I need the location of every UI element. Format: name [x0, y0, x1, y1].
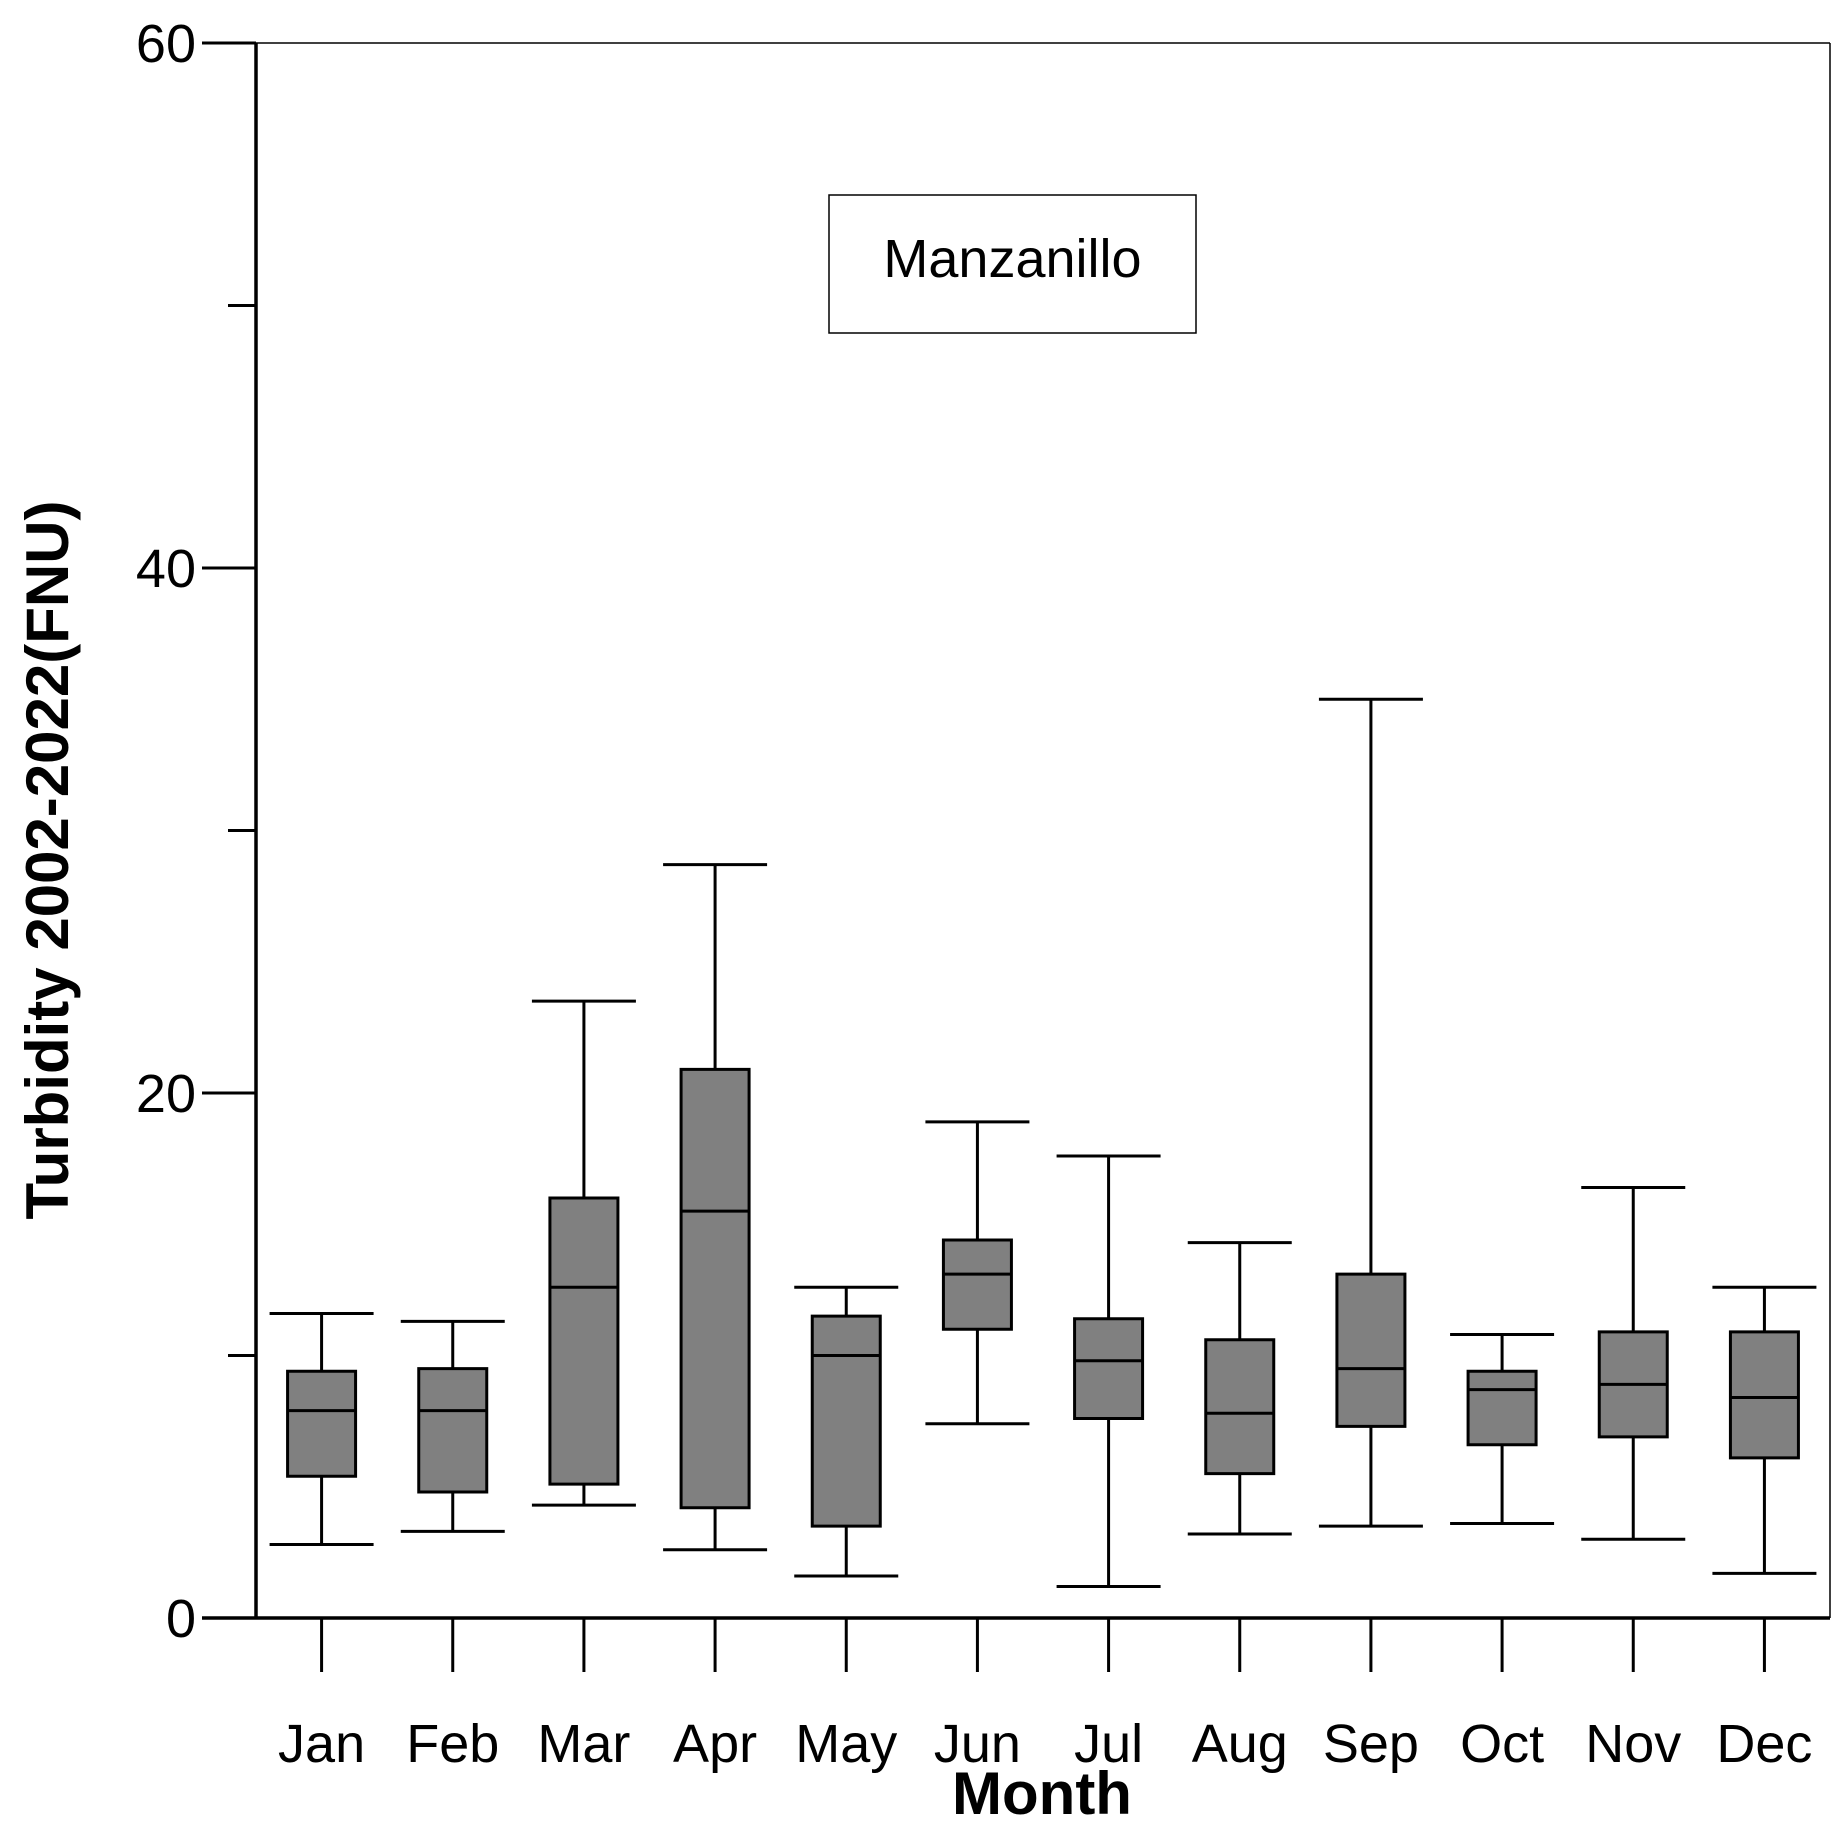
iqr-box: [548, 1196, 620, 1486]
box-aug: [1187, 1241, 1292, 1536]
box-dec: [1712, 1285, 1817, 1575]
y-tick-label: 0: [166, 1589, 196, 1649]
iqr-box: [1728, 1330, 1800, 1460]
box-apr: [663, 863, 768, 1552]
annotation-label: Manzanillo: [883, 229, 1141, 289]
box-jan: [269, 1312, 374, 1546]
iqr-box: [417, 1367, 489, 1494]
x-tick-label: Nov: [1585, 1714, 1681, 1774]
box-nov: [1581, 1186, 1686, 1541]
box-jun: [925, 1120, 1030, 1426]
x-axis: Jan Feb Mar Apr May Jun Jul Aug Sep Oct Nov Dec: [202, 1616, 1830, 1774]
iqr-box: [941, 1238, 1013, 1331]
box-series: [269, 697, 1817, 1588]
y-tick-label: 40: [136, 539, 196, 599]
y-tick-label: 20: [136, 1064, 196, 1124]
x-tick-label: Feb: [406, 1714, 499, 1774]
x-tick-label: Apr: [673, 1714, 757, 1774]
y-axis-title: Turbidity 2002-2022(FNU): [14, 500, 81, 1219]
iqr-box: [1073, 1317, 1145, 1420]
x-tick-label: Aug: [1192, 1714, 1288, 1774]
box-jul: [1056, 1154, 1161, 1588]
box-oct: [1450, 1333, 1555, 1525]
x-tick-label: Sep: [1323, 1714, 1419, 1774]
box-mar: [531, 999, 636, 1507]
x-axis-title: Month: [952, 1760, 1132, 1827]
x-tick-label: Oct: [1460, 1714, 1544, 1774]
box-may: [794, 1285, 899, 1578]
x-tick-label: Jan: [278, 1714, 365, 1774]
annotation-box: [828, 194, 1197, 334]
box-feb: [400, 1319, 505, 1533]
location-annotation: Manzanillo: [828, 194, 1197, 334]
iqr-box: [679, 1067, 751, 1510]
y-axis: 0 20 40 60: [136, 14, 258, 1649]
x-tick-label: Jul: [1074, 1714, 1143, 1774]
x-tick-label: Mar: [537, 1714, 630, 1774]
x-tick-label: Jun: [934, 1714, 1021, 1774]
x-tick-label: Dec: [1716, 1714, 1812, 1774]
iqr-box: [1335, 1272, 1407, 1428]
iqr-box: [810, 1314, 882, 1528]
iqr-box: [1204, 1338, 1276, 1476]
plot-area: [256, 42, 1831, 1618]
x-tick-label: May: [795, 1714, 897, 1774]
iqr-box: [1466, 1369, 1538, 1447]
box-sep: [1318, 697, 1423, 1528]
iqr-box: [286, 1369, 358, 1478]
y-tick-label: 60: [136, 14, 196, 74]
